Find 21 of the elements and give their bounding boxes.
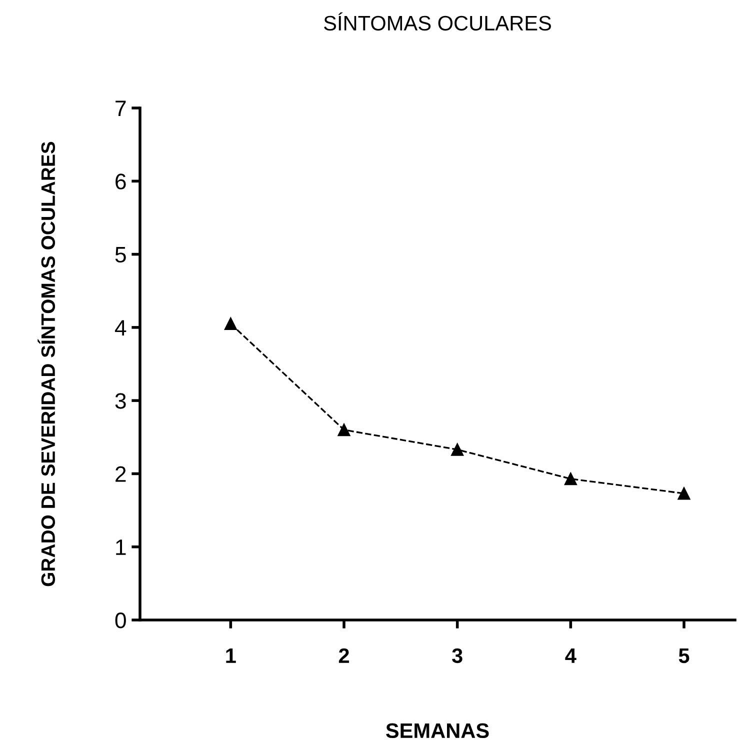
y-tick-label: 5 bbox=[115, 247, 126, 263]
point bbox=[451, 443, 464, 456]
x-tick-label: 2 bbox=[338, 648, 349, 663]
x-tick-label: 3 bbox=[452, 648, 462, 664]
y-tick-label: 0 bbox=[115, 612, 126, 628]
point bbox=[338, 424, 350, 436]
chart-title: SÍNTOMAS OCULARES bbox=[324, 12, 551, 31]
y-tick-label: 4 bbox=[114, 320, 126, 336]
y-tick-label: 1 bbox=[116, 540, 126, 555]
y-tick-label: 6 bbox=[116, 174, 126, 190]
point bbox=[678, 487, 690, 500]
y-tick-label: 3 bbox=[115, 393, 126, 409]
y-tick-label: 7 bbox=[116, 100, 126, 116]
x-tick-label: 5 bbox=[678, 648, 690, 664]
point bbox=[224, 318, 237, 330]
point bbox=[564, 472, 577, 486]
x-tick-label: 1 bbox=[226, 648, 236, 663]
x-tick-label: 4 bbox=[565, 648, 576, 663]
y-axis-title: GRADO DE SEVERIDAD SÍNTOMAS OCULARES bbox=[38, 142, 56, 586]
x-axis-title: SEMANAS bbox=[386, 723, 489, 738]
y-tick-label: 2 bbox=[116, 466, 126, 482]
